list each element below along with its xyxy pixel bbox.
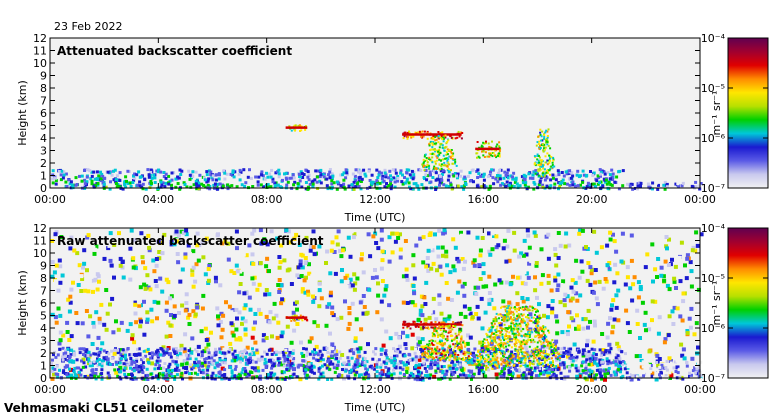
y-axis-label: Height (km) — [16, 270, 29, 336]
feature-cloud-layer — [475, 140, 502, 159]
y-tick-label: 11 — [33, 45, 47, 58]
x-axis-label: Time (UTC) — [344, 401, 406, 414]
x-tick-label: 00:00 — [34, 193, 66, 206]
colorbar-tick-label: 10⁻⁴ — [701, 222, 726, 235]
y-tick-label: 12 — [33, 32, 47, 45]
feature-surface-layer — [626, 180, 703, 191]
colorbar-label: m⁻¹ sr⁻¹ — [710, 281, 723, 326]
cloud-base-line — [475, 147, 500, 151]
y-tick-label: 0 — [40, 182, 47, 195]
y-tick-label: 6 — [40, 107, 47, 120]
feature-precipitation — [475, 305, 562, 368]
y-tick-label: 2 — [40, 347, 47, 360]
y-tick-label: 5 — [40, 120, 47, 133]
cloud-base-line — [402, 323, 462, 326]
y-tick-label: 5 — [40, 310, 47, 323]
y-tick-label: 12 — [33, 222, 47, 235]
y-tick-label: 11 — [33, 235, 47, 248]
x-tick-label: 16:00 — [467, 193, 499, 206]
y-tick-label: 10 — [33, 57, 47, 70]
y-tick-label: 10 — [33, 247, 47, 260]
x-tick-label: 16:00 — [467, 383, 499, 396]
y-tick-label: 7 — [40, 95, 47, 108]
x-tick-label: 20:00 — [576, 193, 608, 206]
cloud-base-line — [285, 316, 308, 319]
colorbar-tick-label: 10⁻⁶ — [701, 132, 726, 145]
y-tick-label: 8 — [40, 82, 47, 95]
y-tick-label: 4 — [40, 322, 47, 335]
cloud-base-line — [402, 133, 462, 136]
panel-title: Attenuated backscatter coefficient — [57, 44, 292, 58]
x-tick-label: 08:00 — [251, 383, 283, 396]
y-tick-label: 9 — [40, 260, 47, 273]
colorbar: 10⁻⁷ 10⁻⁶ 10⁻⁵ 10⁻⁴ m⁻¹ sr⁻¹ — [701, 222, 769, 385]
x-tick-label: 12:00 — [359, 383, 391, 396]
feature-precipitation — [532, 128, 556, 178]
x-tick-label: 08:00 — [251, 193, 283, 206]
x-tick-label: 00:00 — [684, 383, 716, 396]
y-tick-label: 8 — [40, 272, 47, 285]
x-tick-label: 20:00 — [576, 383, 608, 396]
y-tick-label: 0 — [40, 372, 47, 385]
x-tick-label: 12:00 — [359, 193, 391, 206]
x-tick-label: 04:00 — [142, 383, 174, 396]
colorbar-gradient — [727, 227, 769, 379]
cloud-base-line — [285, 126, 308, 129]
colorbar-tick-label: 10⁻⁶ — [701, 322, 726, 335]
instrument-label: Vehmasmaki CL51 ceilometer — [4, 401, 204, 415]
y-tick-label: 6 — [40, 297, 47, 310]
y-tick-label: 3 — [40, 335, 47, 348]
panel-title: Raw attenuated backscatter coefficient — [57, 234, 324, 248]
y-tick-label: 2 — [40, 157, 47, 170]
colorbar: 10⁻⁷ 10⁻⁶ 10⁻⁵ 10⁻⁴ m⁻¹ sr⁻¹ — [701, 32, 769, 195]
feature-precipitation — [421, 324, 472, 362]
feature-cloud-layer — [285, 124, 308, 132]
colorbar-tick-label: 10⁻⁷ — [701, 182, 725, 195]
feature-precipitation — [421, 134, 458, 172]
x-tick-label: 04:00 — [142, 193, 174, 206]
date-label: 23 Feb 2022 — [54, 20, 123, 33]
x-axis-label: Time (UTC) — [344, 211, 406, 224]
colorbar-gradient — [727, 37, 769, 189]
colorbar-tick-label: 10⁻⁵ — [701, 82, 725, 95]
backscatter-features — [50, 228, 704, 382]
colorbar-tick-label: 10⁻⁷ — [701, 372, 725, 385]
y-tick-label: 7 — [40, 285, 47, 298]
x-tick-label: 00:00 — [34, 383, 66, 396]
plot-background — [50, 38, 700, 188]
colorbar-tick-label: 10⁻⁴ — [701, 32, 726, 45]
y-tick-label: 1 — [40, 170, 47, 183]
y-tick-label: 1 — [40, 360, 47, 373]
feature-boundary-layer — [50, 346, 628, 381]
colorbar-label: m⁻¹ sr⁻¹ — [710, 91, 723, 136]
x-tick-label: 00:00 — [684, 193, 716, 206]
y-tick-label: 4 — [40, 132, 47, 145]
colorbar-tick-label: 10⁻⁵ — [701, 272, 725, 285]
y-tick-label: 9 — [40, 70, 47, 83]
y-tick-label: 3 — [40, 145, 47, 158]
y-axis-label: Height (km) — [16, 80, 29, 146]
feature-cloud-layer — [285, 314, 309, 322]
